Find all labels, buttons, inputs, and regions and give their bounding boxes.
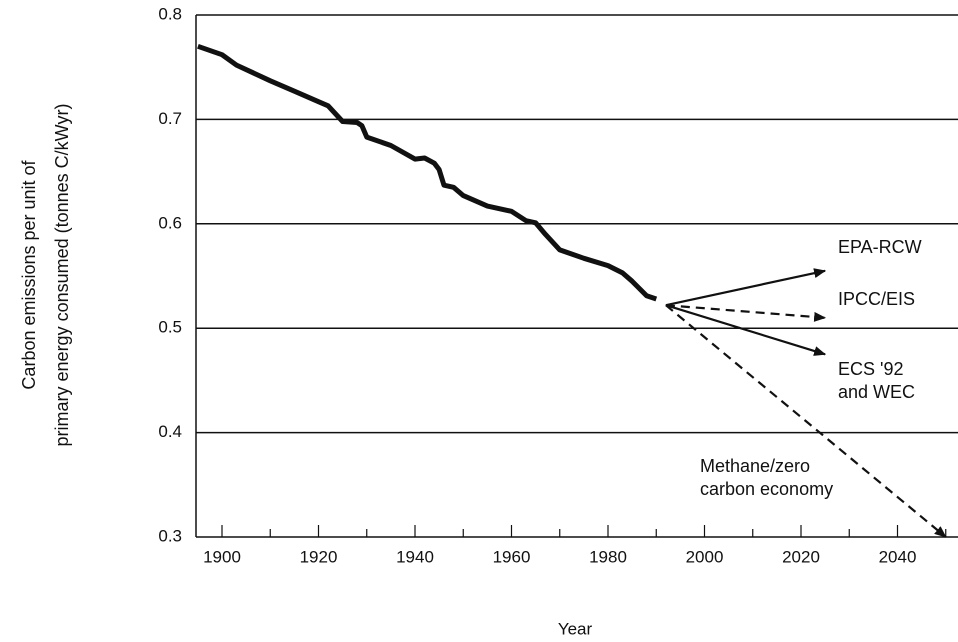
x-axis-label: Year: [558, 619, 593, 638]
projection-line: [665, 304, 827, 356]
y-tick-label: 0.7: [158, 109, 182, 128]
projection-line: [665, 304, 827, 322]
x-tick-label: 2000: [686, 547, 724, 566]
y-tick-label: 0.3: [158, 526, 182, 545]
x-tick-label: 1940: [396, 547, 434, 566]
x-tick-label: 1900: [203, 547, 241, 566]
x-tick-label: 1980: [589, 547, 627, 566]
x-tick-label: 2040: [879, 547, 917, 566]
series-label: Methane/zero carbon economy: [700, 456, 834, 499]
x-tick-label: 1920: [300, 547, 338, 566]
y-tick-label: 0.4: [158, 422, 182, 441]
y-tick-label: 0.8: [158, 4, 182, 23]
y-axis-label: Carbon emissions per unit of: [19, 159, 39, 389]
y-tick-label: 0.5: [158, 318, 182, 337]
y-tick-label: 0.6: [158, 213, 182, 232]
projection-line: [665, 304, 947, 538]
history-line: [197, 43, 658, 302]
series-label: ECS '92 and WEC: [838, 359, 916, 402]
y-axis-label: primary energy consumed (tonnes C/kWyr): [52, 104, 72, 447]
x-tick-label: 1960: [493, 547, 531, 566]
projection-line: [665, 268, 827, 307]
series-label: EPA-RCW: [838, 237, 922, 257]
x-tick-label: 2020: [782, 547, 820, 566]
series-label: IPCC/EIS: [838, 289, 916, 309]
